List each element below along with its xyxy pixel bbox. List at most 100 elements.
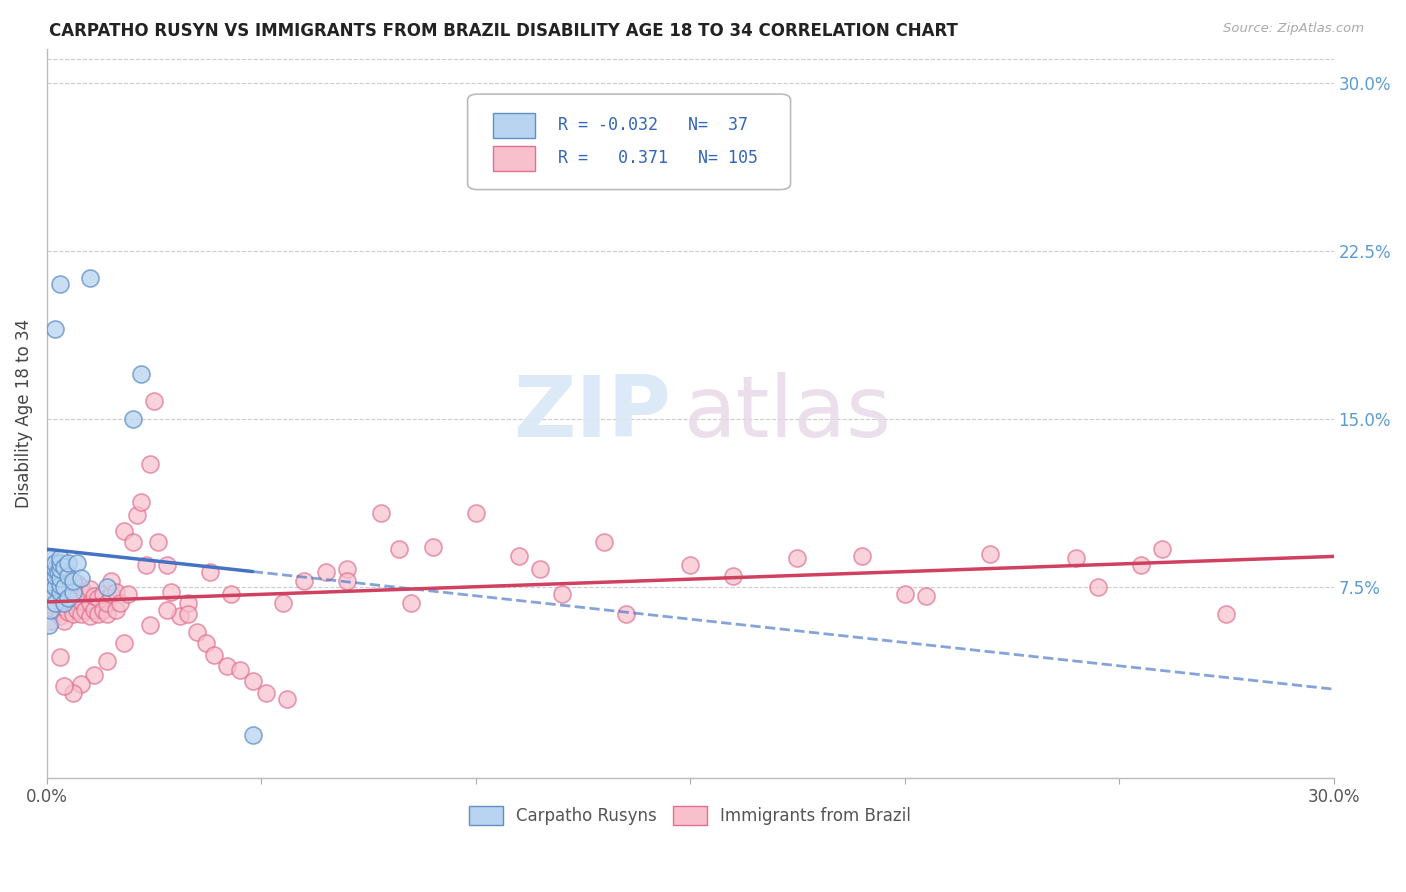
Point xyxy=(96,596,118,610)
Point xyxy=(66,575,89,590)
Point xyxy=(66,602,89,616)
Point xyxy=(96,607,118,622)
Point xyxy=(44,580,66,594)
Point xyxy=(49,551,72,566)
Point xyxy=(53,679,76,693)
Point xyxy=(139,618,162,632)
Point xyxy=(39,551,62,566)
Point xyxy=(75,587,97,601)
Point xyxy=(464,506,486,520)
Point xyxy=(851,549,873,563)
Point xyxy=(44,562,66,576)
Point xyxy=(44,560,66,574)
Point xyxy=(58,591,80,606)
Point xyxy=(156,558,179,572)
Text: R =   0.371   N= 105: R = 0.371 N= 105 xyxy=(558,149,758,167)
Point xyxy=(70,571,93,585)
Point xyxy=(315,565,337,579)
Point xyxy=(121,535,143,549)
Point xyxy=(49,649,72,664)
Point xyxy=(53,596,76,610)
Point xyxy=(49,277,72,292)
Point xyxy=(53,600,76,615)
Point xyxy=(53,614,76,628)
Point xyxy=(83,602,105,616)
Point xyxy=(58,605,80,619)
Point xyxy=(39,565,62,579)
Point xyxy=(721,569,744,583)
Point xyxy=(49,571,72,585)
Point xyxy=(75,602,97,616)
Point xyxy=(370,506,392,520)
Point xyxy=(104,584,127,599)
Point xyxy=(62,686,84,700)
Point xyxy=(70,580,93,594)
Point xyxy=(198,565,221,579)
Text: Source: ZipAtlas.com: Source: ZipAtlas.com xyxy=(1223,22,1364,36)
Point xyxy=(83,589,105,603)
Point xyxy=(387,542,409,557)
Point xyxy=(112,524,135,538)
Point xyxy=(91,602,114,616)
Point xyxy=(70,676,93,690)
Point xyxy=(292,574,315,588)
Point xyxy=(87,607,110,622)
Point xyxy=(39,591,62,606)
Point xyxy=(91,587,114,601)
Point xyxy=(550,587,572,601)
Point xyxy=(143,394,166,409)
Point xyxy=(58,569,80,583)
Point xyxy=(44,602,66,616)
Point xyxy=(49,584,72,599)
Point xyxy=(39,574,62,588)
Point xyxy=(336,574,359,588)
Point xyxy=(786,551,808,566)
Text: CARPATHO RUSYN VS IMMIGRANTS FROM BRAZIL DISABILITY AGE 18 TO 34 CORRELATION CHA: CARPATHO RUSYN VS IMMIGRANTS FROM BRAZIL… xyxy=(49,22,957,40)
Point xyxy=(979,547,1001,561)
Point xyxy=(186,625,208,640)
Point xyxy=(39,614,62,628)
Point xyxy=(229,663,252,677)
Point xyxy=(135,558,157,572)
Point xyxy=(87,591,110,606)
Point xyxy=(100,574,122,588)
Y-axis label: Disability Age 18 to 34: Disability Age 18 to 34 xyxy=(15,318,32,508)
Point xyxy=(202,648,225,662)
Point xyxy=(139,457,162,471)
Point xyxy=(679,558,702,572)
Point xyxy=(49,609,72,624)
Point xyxy=(58,593,80,607)
Point xyxy=(79,609,101,624)
Point xyxy=(125,508,148,523)
Point xyxy=(160,584,183,599)
Point xyxy=(221,587,243,601)
Point xyxy=(529,562,551,576)
Point xyxy=(44,596,66,610)
Point xyxy=(62,607,84,622)
Point xyxy=(276,692,298,706)
Point xyxy=(44,587,66,601)
Point xyxy=(422,540,444,554)
Point xyxy=(593,535,616,549)
Point xyxy=(117,587,139,601)
Point xyxy=(53,580,76,594)
Point xyxy=(66,589,89,603)
Point xyxy=(62,591,84,606)
Point xyxy=(242,674,264,689)
Point xyxy=(49,584,72,599)
Legend: Carpatho Rusyns, Immigrants from Brazil: Carpatho Rusyns, Immigrants from Brazil xyxy=(463,799,918,831)
Point xyxy=(177,607,200,622)
Point xyxy=(129,367,152,381)
Point xyxy=(39,569,62,583)
Point xyxy=(915,589,938,603)
Text: R = -0.032   N=  37: R = -0.032 N= 37 xyxy=(558,117,748,135)
Point xyxy=(129,495,152,509)
Point xyxy=(70,593,93,607)
Point xyxy=(79,596,101,610)
Point xyxy=(42,587,65,601)
Point xyxy=(121,412,143,426)
Point xyxy=(1087,580,1109,594)
Point xyxy=(177,596,200,610)
FancyBboxPatch shape xyxy=(494,146,534,170)
Point xyxy=(108,596,131,610)
